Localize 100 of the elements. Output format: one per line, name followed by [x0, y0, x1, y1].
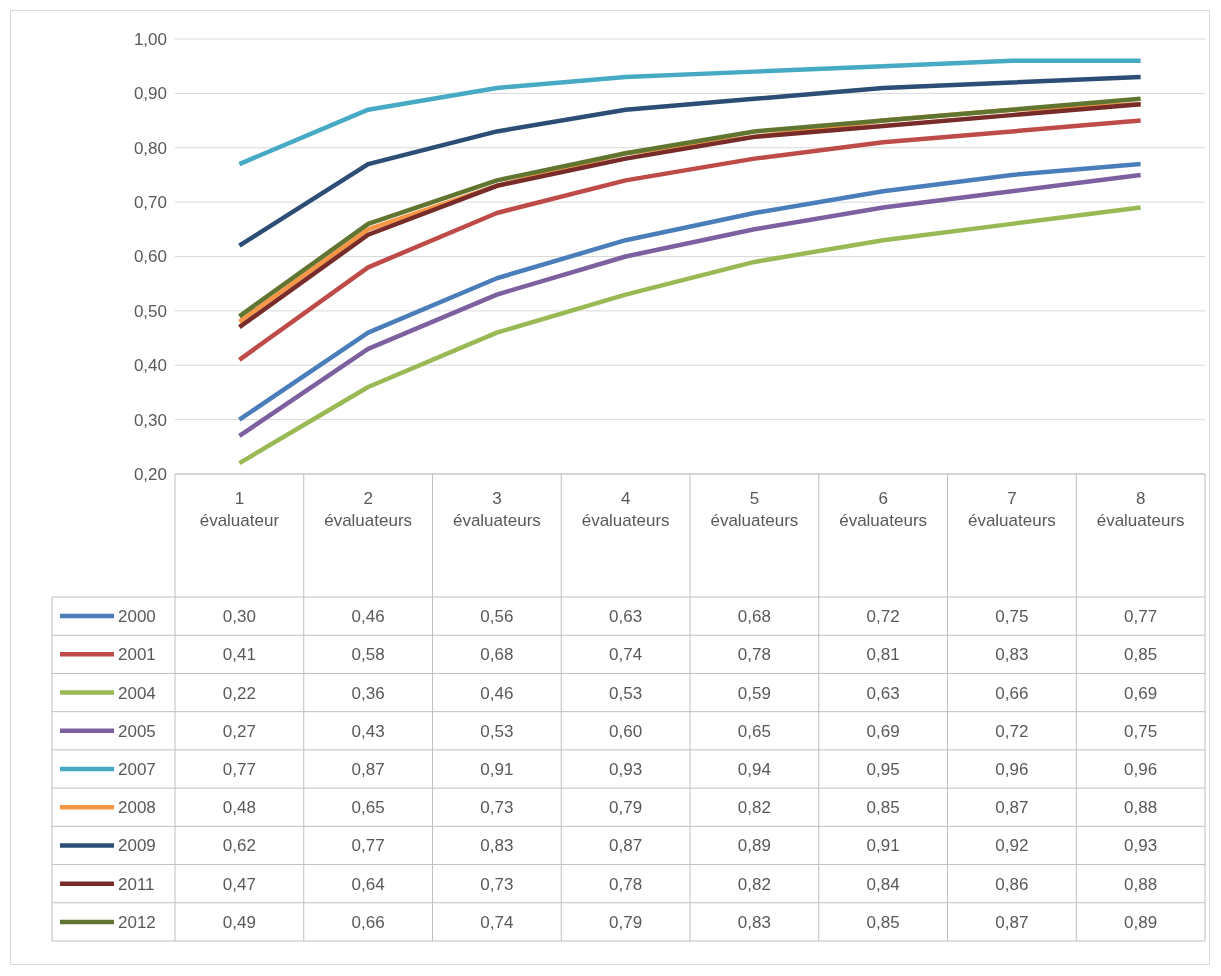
data-label: 0,85 — [866, 798, 900, 818]
data-label: 0,82 — [737, 798, 771, 818]
data-label: 0,77 — [351, 836, 385, 856]
data-label: 0,62 — [222, 836, 256, 856]
data-label: 0,94 — [737, 760, 771, 779]
data-label: 0,22 — [222, 683, 256, 703]
data-label: 0,96 — [995, 760, 1029, 779]
data-label: 0,72 — [995, 721, 1029, 741]
data-label: 0,73 — [480, 874, 514, 894]
legend-label: 2000 — [118, 607, 156, 627]
data-label: 0,91 — [480, 760, 514, 779]
data-label: 0,46 — [351, 607, 385, 627]
y-tick-label: 0,30 — [133, 410, 167, 430]
data-label: 0,91 — [866, 836, 900, 856]
data-label: 0,69 — [1124, 683, 1158, 703]
line-series — [237, 118, 1143, 363]
data-label: 0,87 — [995, 912, 1029, 932]
data-label: 0,88 — [1124, 874, 1158, 894]
data-label: 0,65 — [737, 721, 771, 741]
data-label: 0,75 — [1124, 721, 1158, 741]
y-tick-label: 1,00 — [133, 29, 167, 49]
data-label: 0,64 — [351, 874, 385, 894]
legend-label: 2011 — [118, 874, 155, 894]
legend-label: 2009 — [118, 836, 156, 856]
data-label: 0,95 — [866, 760, 900, 779]
x-tick-label: 7 évaluateurs — [967, 489, 1056, 530]
data-label: 0,59 — [737, 683, 771, 703]
data-label: 0,43 — [351, 721, 385, 741]
line-series — [237, 74, 1143, 248]
x-tick-label: 4 évaluateurs — [581, 489, 670, 530]
data-label: 0,79 — [609, 798, 643, 818]
data-label: 0,36 — [351, 683, 385, 703]
data-label: 0,72 — [866, 607, 900, 627]
data-label: 0,83 — [480, 836, 514, 856]
data-label: 0,93 — [609, 760, 643, 779]
data-label: 0,30 — [222, 607, 256, 627]
y-tick-label: 0,60 — [133, 247, 167, 267]
data-label: 0,53 — [480, 721, 514, 741]
data-label: 0,75 — [995, 607, 1029, 627]
data-label: 0,73 — [480, 798, 514, 818]
x-tick-label: 3 évaluateurs — [452, 489, 541, 530]
x-tick-label: 2 évaluateurs — [324, 489, 413, 530]
data-label: 0,85 — [866, 912, 900, 932]
x-tick-label: 8 évaluateurs — [1096, 489, 1185, 530]
legend-label: 2008 — [118, 798, 156, 818]
data-label: 0,92 — [995, 836, 1029, 856]
data-label: 0,49 — [222, 912, 256, 932]
data-label: 0,93 — [1124, 836, 1158, 856]
data-label: 0,86 — [995, 874, 1029, 894]
data-label: 0,77 — [1124, 607, 1158, 627]
data-label: 0,85 — [1124, 645, 1158, 665]
legend-label: 2005 — [118, 721, 156, 741]
data-label: 0,83 — [737, 912, 771, 932]
x-tick-label: 5 évaluateurs — [710, 489, 799, 530]
data-label: 0,41 — [222, 645, 256, 665]
data-label: 0,47 — [222, 874, 256, 894]
data-label: 0,68 — [480, 645, 514, 665]
data-label: 0,96 — [1124, 760, 1158, 779]
data-label: 0,27 — [222, 721, 256, 741]
data-label: 0,53 — [609, 683, 643, 703]
data-label: 0,77 — [222, 760, 256, 779]
line-series — [237, 205, 1143, 466]
data-label: 0,78 — [737, 645, 771, 665]
x-tick-label: 1 évaluateur — [199, 489, 280, 530]
line-series — [237, 58, 1143, 167]
data-label: 0,63 — [866, 683, 900, 703]
data-label: 0,82 — [737, 874, 771, 894]
data-label: 0,48 — [222, 798, 256, 818]
data-label: 0,81 — [866, 645, 900, 665]
data-label: 0,79 — [609, 912, 643, 932]
data-label: 0,74 — [480, 912, 514, 932]
legend-label: 2001 — [118, 645, 156, 665]
legend-label: 2007 — [118, 760, 156, 779]
data-label: 0,87 — [351, 760, 385, 779]
y-tick-label: 0,20 — [133, 464, 167, 484]
data-label: 0,78 — [609, 874, 643, 894]
data-label: 0,84 — [866, 874, 900, 894]
data-label: 0,87 — [995, 798, 1029, 818]
data-label: 0,66 — [351, 912, 385, 932]
data-label: 0,68 — [737, 607, 771, 627]
data-label: 0,66 — [995, 683, 1029, 703]
y-tick-label: 0,90 — [133, 84, 167, 104]
data-label: 0,63 — [609, 607, 643, 627]
legend-label: 2004 — [118, 683, 156, 703]
data-label: 0,83 — [995, 645, 1029, 665]
data-label: 0,60 — [609, 721, 643, 741]
data-label: 0,69 — [866, 721, 900, 741]
data-label: 0,87 — [609, 836, 643, 856]
data-label: 0,88 — [1124, 798, 1158, 818]
data-label: 0,74 — [609, 645, 643, 665]
data-label: 0,65 — [351, 798, 385, 818]
data-label: 0,89 — [737, 836, 771, 856]
y-tick-label: 0,40 — [133, 356, 167, 376]
y-tick-label: 0,80 — [133, 138, 167, 158]
y-tick-label: 0,70 — [133, 193, 167, 213]
y-tick-label: 0,50 — [133, 301, 167, 321]
data-label: 0,46 — [480, 683, 514, 703]
data-label: 0,58 — [351, 645, 385, 665]
data-label: 0,56 — [480, 607, 514, 627]
legend-label: 2012 — [118, 912, 156, 932]
